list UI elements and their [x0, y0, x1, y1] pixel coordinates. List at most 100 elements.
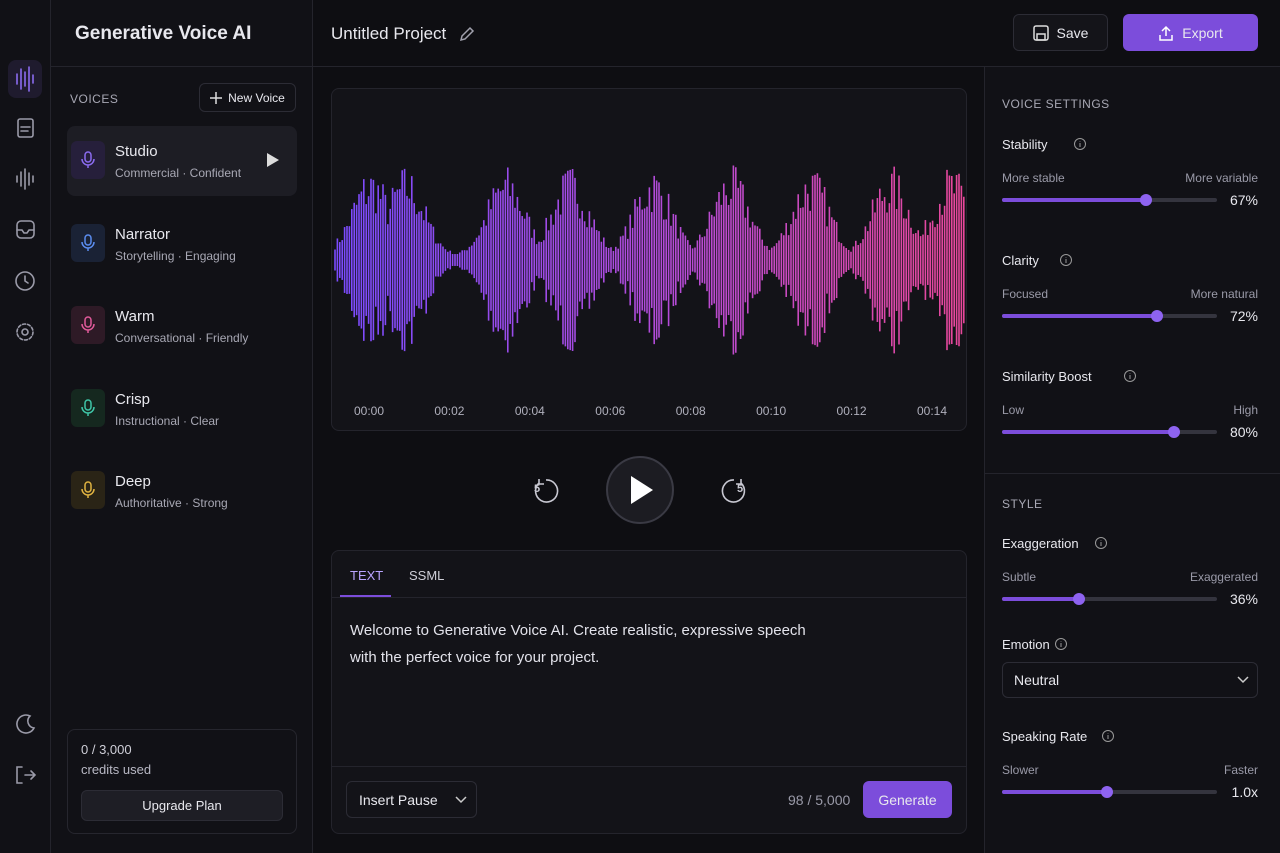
slider-thumb[interactable]: [1140, 194, 1153, 206]
voice-item[interactable]: [67, 126, 297, 196]
mic-icon: [81, 316, 95, 333]
slider-value: 67%: [1229, 192, 1258, 208]
voice-icon: [71, 306, 105, 344]
min-label: Focused: [1002, 287, 1049, 301]
timeline-label: 00:00: [353, 404, 385, 418]
timeline-label: 00:06: [595, 404, 626, 418]
mic-icon: [81, 151, 95, 168]
max-label: More variable: [1185, 171, 1258, 185]
export-icon: [1159, 25, 1174, 41]
voice-name: Crisp: [115, 390, 151, 408]
voice-description: Instructional · Clear: [115, 413, 220, 428]
voice-description: Commercial · Confident: [115, 166, 242, 180]
voice-name: Deep: [115, 473, 151, 490]
voice-icon: [71, 141, 105, 179]
play-button[interactable]: [606, 456, 674, 524]
emotion-select[interactable]: [1002, 662, 1258, 698]
slider-value: 80%: [1229, 424, 1258, 440]
min-label: Low: [1002, 403, 1025, 417]
voice-name: Narrator: [115, 225, 171, 243]
max-label: High: [1233, 403, 1258, 417]
slider-value: 72%: [1229, 308, 1258, 324]
min-label: Subtle: [1002, 570, 1037, 584]
voice-icon: [71, 471, 105, 509]
tab-indicator: [340, 595, 391, 597]
voice-name: Warm: [115, 308, 155, 325]
save-label: Save: [1056, 24, 1089, 41]
max-label: More natural: [1190, 287, 1258, 301]
slider-fill: [1002, 314, 1157, 318]
emotion-value: Neutral: [1014, 672, 1060, 688]
info-icon: [1059, 254, 1072, 266]
player-controls: [534, 456, 746, 524]
voice-name: Studio: [115, 143, 158, 160]
mic-icon: [81, 233, 95, 251]
min-label: More stable: [1002, 171, 1065, 185]
export-button[interactable]: Export: [1123, 14, 1258, 51]
slider-fill: [1002, 430, 1174, 434]
insert-pause-select[interactable]: [346, 781, 477, 818]
mic-icon: [81, 481, 95, 498]
upgrade-button[interactable]: Upgrade Plan: [81, 790, 283, 821]
style-heading: STYLE: [1002, 497, 1043, 511]
export-label: Export: [1182, 24, 1223, 41]
chevron: [455, 796, 467, 804]
chevron: [1237, 676, 1249, 684]
info-icon: [1102, 730, 1115, 742]
rail-icons: [15, 66, 37, 784]
tab-text[interactable]: TEXT: [350, 568, 384, 583]
skip-back-button[interactable]: [534, 479, 559, 503]
slider-track[interactable]: [1002, 597, 1217, 601]
timeline-label: 00:08: [675, 404, 706, 418]
slider-fill: [1002, 597, 1080, 601]
project-name[interactable]: Untitled Project: [331, 24, 447, 43]
plus-icon: [210, 91, 223, 104]
slider-thumb[interactable]: [1168, 426, 1180, 438]
settings-heading: VOICE SETTINGS: [1002, 97, 1110, 111]
slider-thumb[interactable]: [1150, 310, 1163, 322]
timeline-label: 00:14: [916, 404, 948, 418]
edit-icon[interactable]: [459, 26, 475, 42]
slider-fill: [1002, 198, 1147, 202]
mic-icon: [81, 398, 95, 416]
generate-button[interactable]: Generate: [863, 781, 952, 818]
max-label: Faster: [1223, 763, 1258, 777]
slider-value: 36%: [1229, 591, 1258, 607]
voice-description: Storytelling · Engaging: [115, 248, 236, 263]
divider: [332, 766, 966, 767]
divider: [332, 597, 966, 598]
app-title: Generative Voice AI: [75, 23, 252, 44]
new-voice-button[interactable]: New Voice: [199, 83, 296, 112]
credits-caption: credits used: [81, 762, 152, 777]
waveform: [334, 165, 965, 355]
icon-rail: [0, 0, 51, 853]
info-icon: [1123, 370, 1136, 382]
voice-play[interactable]: [267, 153, 279, 167]
timeline-label: 00:12: [836, 404, 867, 418]
credits-usage: 0 / 3,000: [81, 742, 132, 757]
insert-pause-label: Insert Pause: [359, 792, 438, 808]
tab-ssml[interactable]: SSML: [409, 568, 445, 583]
info-icon: [1095, 537, 1108, 549]
info-icon: [1073, 138, 1086, 150]
slider-thumb[interactable]: [1101, 786, 1114, 798]
voice-description: Conversational · Friendly: [115, 331, 249, 345]
setting-label: Exaggeration: [1002, 536, 1079, 551]
info-icon: [1055, 638, 1067, 650]
setting-label: Clarity: [1002, 253, 1039, 268]
skip-back-label: 5: [534, 483, 541, 495]
setting-label: Speaking Rate: [1002, 729, 1088, 744]
char-count: 98 / 5,000: [788, 792, 851, 808]
timeline-label: 00:02: [434, 404, 465, 418]
voice-description: Authoritative · Strong: [115, 496, 228, 510]
setting-label: Stability: [1002, 137, 1048, 152]
slider-thumb[interactable]: [1073, 593, 1086, 605]
skip-forward-button[interactable]: [721, 479, 746, 503]
timeline-label: 00:04: [514, 404, 545, 418]
setting-label: Similarity Boost: [1002, 369, 1092, 384]
timeline-label: 00:10: [756, 404, 787, 418]
slider-fill: [1002, 790, 1108, 794]
save-button[interactable]: Save: [1013, 14, 1108, 51]
new-voice-label: New Voice: [228, 90, 285, 105]
